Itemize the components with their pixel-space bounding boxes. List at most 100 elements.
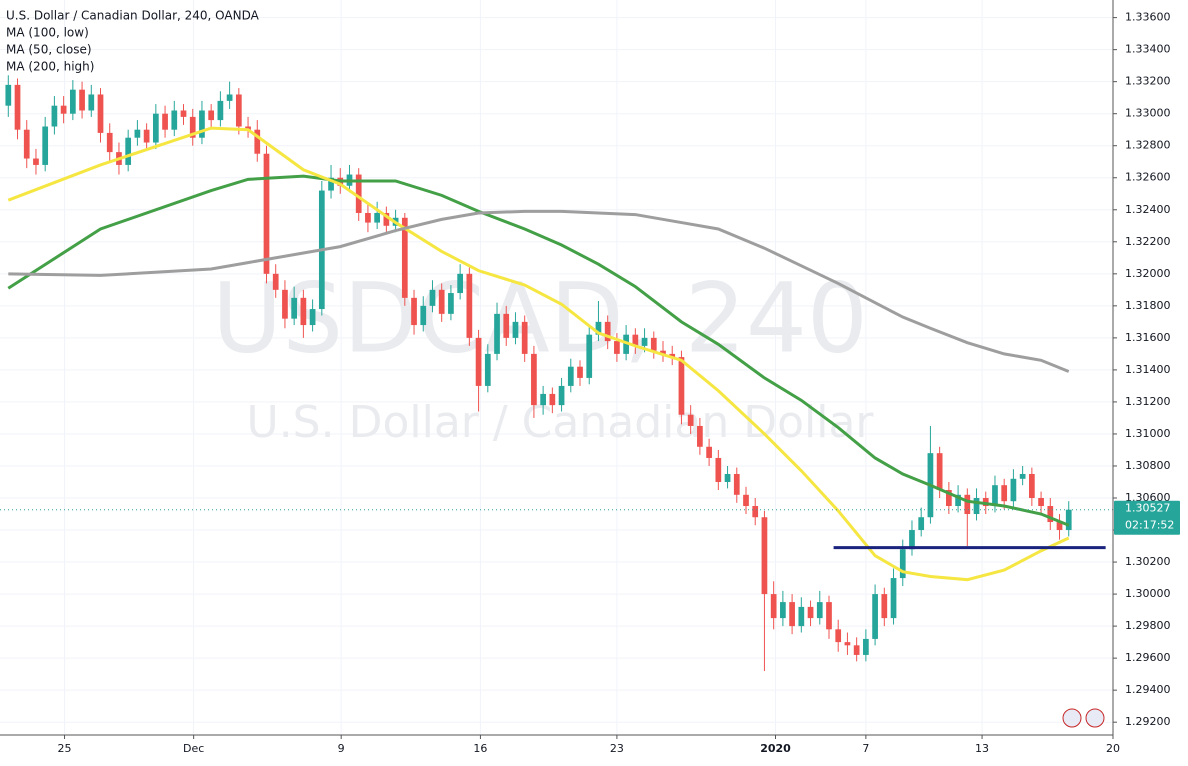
last-price-label: 1.30527 xyxy=(1125,502,1171,515)
axes: 1.29200 1.29400 1.29600 1.29800 1.30000 1.302… xyxy=(58,11,1180,755)
candle-body xyxy=(383,212,390,226)
candle-body xyxy=(401,217,408,298)
y-tick-label: 1.30200 xyxy=(1125,555,1171,568)
moving-average-line xyxy=(8,209,1070,373)
countdown-label: 02:17:52 xyxy=(1125,519,1174,532)
candle-body xyxy=(724,473,731,482)
candle-body xyxy=(614,341,620,354)
candle-body xyxy=(770,594,777,619)
candle-body xyxy=(254,129,261,154)
y-tick-label: 1.32600 xyxy=(1125,171,1171,184)
candle-body xyxy=(733,473,740,495)
candle-body xyxy=(743,494,749,507)
candle-body xyxy=(365,212,371,223)
candle-body xyxy=(217,100,224,121)
candle-body xyxy=(521,321,528,354)
candle-body xyxy=(577,366,583,378)
candle-body xyxy=(936,453,943,490)
candle-body xyxy=(973,498,980,515)
candle-body xyxy=(807,606,814,619)
candle-body xyxy=(189,116,196,138)
x-tick-label: 7 xyxy=(862,742,869,755)
candle-body xyxy=(946,490,952,507)
grid xyxy=(0,0,1114,735)
candle-body xyxy=(1065,509,1072,531)
candle-body xyxy=(60,105,67,114)
candle-body xyxy=(272,273,279,290)
candle-body xyxy=(263,153,270,274)
candle-body xyxy=(79,89,85,111)
candle-body xyxy=(51,105,58,127)
candle-body xyxy=(816,602,823,619)
candle-body xyxy=(780,602,786,619)
candle-body xyxy=(282,289,288,319)
y-tick-label: 1.32800 xyxy=(1125,139,1171,152)
candle-body xyxy=(1010,478,1017,502)
time-axis-bg xyxy=(0,735,1188,766)
candle-body xyxy=(567,366,574,386)
candle-body xyxy=(33,158,39,165)
y-tick-label: 1.33400 xyxy=(1125,43,1171,56)
y-tick-label: 1.31800 xyxy=(1125,299,1171,312)
candle-body xyxy=(1038,498,1044,507)
candle-body xyxy=(826,602,832,630)
y-tick-label: 1.31000 xyxy=(1125,427,1171,440)
candle-body xyxy=(162,113,168,130)
y-tick-label: 1.33000 xyxy=(1125,107,1171,120)
candle-body xyxy=(245,126,251,130)
candle-body xyxy=(69,89,76,114)
candle-body xyxy=(512,321,519,338)
y-tick-label: 1.29200 xyxy=(1125,715,1171,728)
candle-body xyxy=(143,129,150,143)
plot xyxy=(0,75,1113,671)
candle-body xyxy=(226,94,233,101)
candle-body xyxy=(623,334,629,354)
candle-body xyxy=(1028,473,1035,499)
candle-body xyxy=(853,645,860,655)
legend-entry: MA (100, low) xyxy=(6,26,89,40)
candle-body xyxy=(632,334,639,346)
candle-body xyxy=(761,517,768,595)
price-axis-bg xyxy=(1113,0,1188,766)
x-tick-label: 16 xyxy=(473,742,487,755)
chart-title: U.S. Dollar / Canadian Dollar, 240, OAND… xyxy=(6,9,260,23)
candle-body xyxy=(669,353,676,358)
y-tick-label: 1.31200 xyxy=(1125,395,1171,408)
y-tick-label: 1.30800 xyxy=(1125,459,1171,472)
candle-body xyxy=(125,137,132,165)
candle-body xyxy=(420,305,427,326)
candle-body xyxy=(97,94,104,133)
candle-body xyxy=(964,494,971,515)
candle-body xyxy=(355,174,362,213)
candle-body xyxy=(697,425,703,447)
flag-icon[interactable] xyxy=(1062,708,1082,728)
candle-body xyxy=(604,321,611,342)
y-tick-label: 1.29400 xyxy=(1125,683,1171,696)
legend-entry: MA (50, close) xyxy=(6,43,92,57)
y-tick-label: 1.33200 xyxy=(1125,75,1171,88)
y-tick-label: 1.31600 xyxy=(1125,331,1171,344)
candle-body xyxy=(918,517,925,531)
candle-body xyxy=(586,334,593,378)
candle-body xyxy=(955,494,961,507)
candle-body xyxy=(291,297,298,319)
y-tick-label: 1.31400 xyxy=(1125,363,1171,376)
candle-body xyxy=(438,289,445,314)
flag-icon[interactable] xyxy=(1085,708,1105,728)
legend-entry: MA (200, high) xyxy=(6,60,94,74)
candle-body xyxy=(890,578,897,619)
candle-body xyxy=(466,273,473,338)
candle-body xyxy=(660,350,666,354)
candle-body xyxy=(872,594,878,639)
candle-body xyxy=(650,337,657,351)
candle-body xyxy=(42,126,49,165)
candle-body xyxy=(475,337,482,386)
y-tick-label: 1.30000 xyxy=(1125,587,1171,600)
candle-body xyxy=(1056,522,1063,531)
candle-body xyxy=(235,94,242,127)
y-tick-label: 1.32400 xyxy=(1125,203,1171,216)
y-tick-label: 1.29800 xyxy=(1125,619,1171,632)
candle-body xyxy=(706,446,712,458)
candle-body xyxy=(549,393,556,406)
